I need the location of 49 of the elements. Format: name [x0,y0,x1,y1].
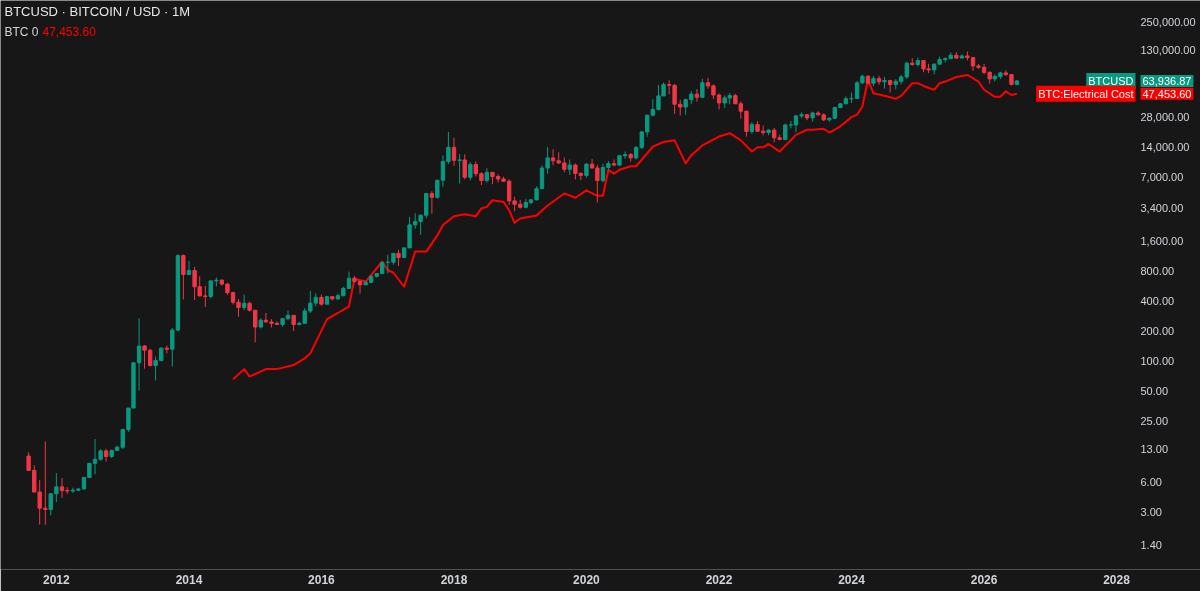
y-tick-label: 6.00 [1140,476,1162,489]
candlestick [241,293,247,311]
annotation: 47,453.60 [42,25,97,39]
y-tick-label: 250,000.00 [1140,15,1196,28]
candlestick [186,260,192,276]
legend-label: BTC:Electrical Cost [1038,87,1134,100]
candlestick [181,253,186,300]
candlestick [876,75,882,86]
candlestick [550,148,556,166]
y-tick-label: 25.00 [1140,414,1169,427]
x-tick-label: 2022 [705,572,733,587]
y-tick-label: 50.00 [1140,384,1169,397]
y-tick-label: 14,000.00 [1140,140,1190,153]
y-tick-label: 400.00 [1140,294,1175,307]
x-tick-label: 2026 [970,572,998,587]
x-tick-label: 2028 [1103,572,1131,587]
y-tick-label: 7,000.00 [1140,170,1184,183]
candlestick [700,78,705,99]
annotation: 63,936.87 [1142,74,1192,87]
y-tick-label: 100.00 [1140,354,1175,367]
y-tick-label: 200.00 [1140,324,1175,337]
x-tick-label: 2024 [838,572,866,587]
y-tick-label: 13.00 [1140,442,1169,455]
text: BTC 0 [4,24,39,39]
y-tick-label: 3.00 [1140,506,1162,519]
candlestick [694,88,700,103]
x-tick-label: 2012 [43,572,71,587]
annotation: 47,453.60 [1142,87,1192,100]
candlestick [451,137,457,167]
candlestick [468,161,473,181]
line-series [232,73,1018,381]
x-tick-label: 2020 [573,572,601,587]
chart-title: BTCUSD · BITCOIN / USD · 1M [4,4,191,19]
y-tick-label: 3,400.00 [1140,201,1184,214]
y-tick-label: 130,000.00 [1140,44,1196,57]
candlestick [103,448,109,463]
x-tick-label: 2018 [440,572,468,587]
x-tick-label: 2014 [175,572,203,587]
candlestick [887,79,893,93]
candlestick [462,153,467,180]
legend-label: BTCUSD [1088,74,1134,87]
y-tick-label: 1,600.00 [1140,234,1184,247]
candlestick [457,153,462,184]
y-tick-label: 28,000.00 [1140,110,1190,123]
candlestick [59,477,65,499]
candlestick [429,190,435,215]
y-tick-label: 1.40 [1140,539,1162,552]
x-tick-label: 2016 [308,572,336,587]
y-tick-label: 800.00 [1140,264,1175,277]
